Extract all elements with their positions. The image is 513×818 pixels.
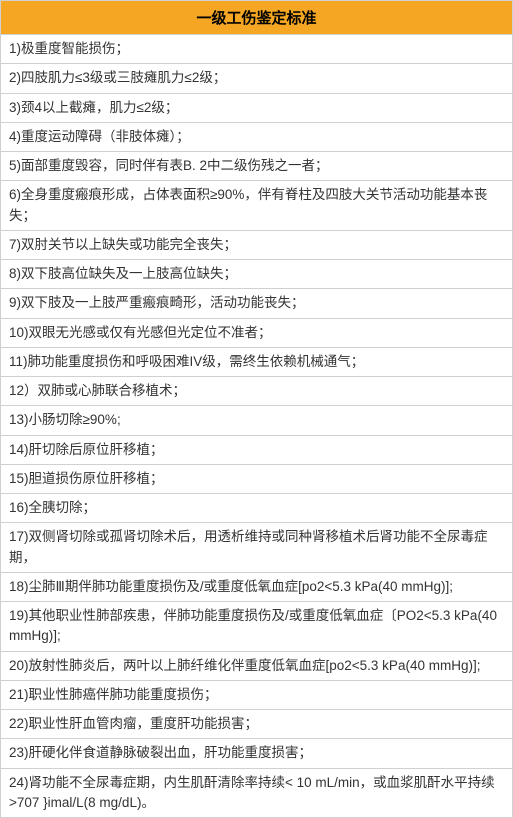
table-row: 24)肾功能不全尿毒症期，内生肌酐清除率持续< 10 mL/min，或血浆肌酐水… <box>1 768 513 818</box>
table-row: 5)面部重度毁容，同时伴有表B. 2中二级伤残之一者； <box>1 152 513 181</box>
table-row: 3)颈4以上截瘫，肌力≤2级； <box>1 93 513 122</box>
table-row: 9)双下肢及一上肢严重瘢痕畸形，活动功能丧失； <box>1 289 513 318</box>
table-header: 一级工伤鉴定标准 <box>1 1 513 35</box>
table-row: 8)双下肢高位缺失及一上肢高位缺失； <box>1 260 513 289</box>
table-body: 1)极重度智能损伤；2)四肢肌力≤3级或三肢瘫肌力≤2级；3)颈4以上截瘫，肌力… <box>1 35 513 818</box>
table-row: 16)全胰切除； <box>1 494 513 523</box>
table-row: 7)双肘关节以上缺失或功能完全丧失； <box>1 230 513 259</box>
table-row: 11)肺功能重度损伤和呼吸困难IV级，需终生依赖机械通气； <box>1 347 513 376</box>
table-row: 21)职业性肺癌伴肺功能重度损伤； <box>1 680 513 709</box>
table-row: 6)全身重度瘢痕形成，占体表面积≥90%，伴有脊柱及四肢大关节活动功能基本丧失； <box>1 181 513 231</box>
table-row: 4)重度运动障碍（非肢体瘫）； <box>1 122 513 151</box>
table-row: 10)双眼无光感或仅有光感但光定位不准者； <box>1 318 513 347</box>
table-row: 18)尘肺Ⅲ期伴肺功能重度损伤及/或重度低氧血症[po2<5.3 kPa(40 … <box>1 572 513 601</box>
table-row: 20)放射性肺炎后，两叶以上肺纤维化伴重度低氧血症[po2<5.3 kPa(40… <box>1 651 513 680</box>
injury-standard-table: 一级工伤鉴定标准 1)极重度智能损伤；2)四肢肌力≤3级或三肢瘫肌力≤2级；3)… <box>0 0 513 818</box>
table-row: 17)双侧肾切除或孤肾切除术后，用透析维持或同种肾移植术后肾功能不全尿毒症期， <box>1 523 513 573</box>
table-row: 19)其他职业性肺部疾患，伴肺功能重度损伤及/或重度低氧血症〔PO2<5.3 k… <box>1 602 513 652</box>
table-row: 12）双肺或心肺联合移植术； <box>1 377 513 406</box>
table-row: 23)肝硬化伴食道静脉破裂出血，肝功能重度损害； <box>1 739 513 768</box>
table-row: 22)职业性肝血管肉瘤，重度肝功能损害； <box>1 710 513 739</box>
table-row: 15)胆道损伤原位肝移植； <box>1 464 513 493</box>
table-row: 2)四肢肌力≤3级或三肢瘫肌力≤2级； <box>1 64 513 93</box>
table-row: 13)小肠切除≥90%; <box>1 406 513 435</box>
table-row: 14)肝切除后原位肝移植； <box>1 435 513 464</box>
table-row: 1)极重度智能损伤； <box>1 35 513 64</box>
